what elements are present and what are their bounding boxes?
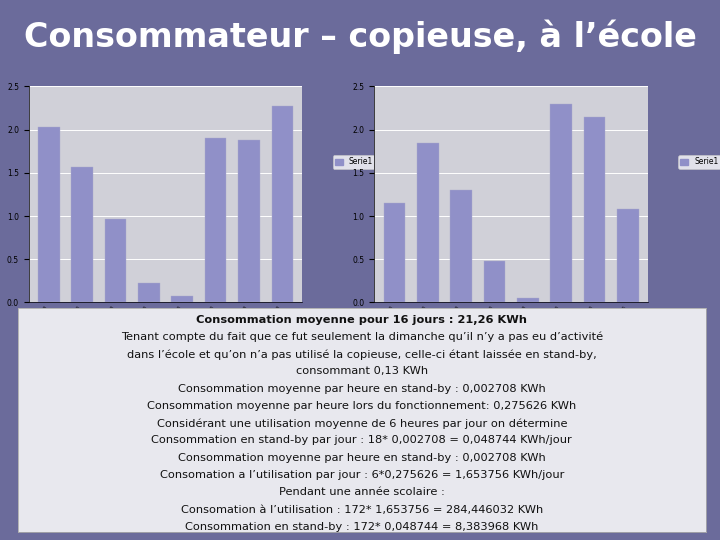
Bar [517,298,539,302]
Legend: Serie1: Serie1 [678,155,720,169]
Bar [484,261,505,302]
Text: 16.10.2008: 16.10.2008 [58,305,82,335]
Bar [450,190,472,302]
Bar [38,127,60,302]
Bar [238,140,260,302]
Text: 26.10.2008: 26.10.2008 [471,305,495,335]
Text: Consommation moyenne par heure en stand-by : 0,002708 KWh: Consommation moyenne par heure en stand-… [178,383,546,394]
Text: Consomation à l’utilisation : 172* 1,653756 = 284,446032 KWh: Consomation à l’utilisation : 172* 1,653… [181,504,543,515]
Bar [204,138,227,302]
Text: Consommation moyenne par heure lors du fonctionnement: 0,275626 KWh: Consommation moyenne par heure lors du f… [147,401,577,411]
Text: consommant 0,13 KWh: consommant 0,13 KWh [296,366,428,376]
Bar [71,167,93,302]
Text: Consommateur – copieuse, à l’école: Consommateur – copieuse, à l’école [24,19,696,53]
Text: 17.10.2008: 17.10.2008 [92,305,115,335]
Text: 15.10.2008: 15.10.2008 [25,305,49,335]
Bar [138,284,160,302]
Text: 24.10.2008: 24.10.2008 [404,305,428,335]
Text: Consommation moyenne pour 16 jours : 21,26 KWh: Consommation moyenne pour 16 jours : 21,… [197,314,527,325]
Bar [271,106,293,302]
Text: 19.10.2008: 19.10.2008 [158,305,182,335]
Bar [171,296,193,302]
Text: Pendant une année scolaire :: Pendant une année scolaire : [279,487,445,497]
Text: 21.10.2008: 21.10.2008 [225,305,249,335]
Text: 25.10.2008: 25.10.2008 [438,305,461,335]
Text: dans l’école et qu’on n’a pas utilisé la copieuse, celle-ci étant laissée en sta: dans l’école et qu’on n’a pas utilisé la… [127,349,597,360]
Text: 29.10.2008: 29.10.2008 [571,305,595,335]
Text: 22.10.2008: 22.10.2008 [258,305,282,335]
Bar [550,104,572,302]
Text: Consommation en stand-by par jour : 18* 0,002708 = 0,048744 KWh/jour: Consommation en stand-by par jour : 18* … [151,435,572,445]
Bar [417,143,438,302]
Text: 27.10.2008: 27.10.2008 [504,305,528,335]
Text: Consommation moyenne par heure en stand-by : 0,002708 KWh: Consommation moyenne par heure en stand-… [178,453,546,463]
Text: 23.10.2008: 23.10.2008 [371,305,395,335]
Bar [104,219,127,302]
Text: Consommation en stand-by : 172* 0,048744 = 8,383968 KWh: Consommation en stand-by : 172* 0,048744… [185,522,539,532]
Text: 18.10.2008: 18.10.2008 [125,305,149,335]
Bar [584,117,606,302]
Legend: Serie1: Serie1 [333,155,375,169]
Text: 30.10.2008: 30.10.2008 [604,305,628,335]
Bar [617,209,639,302]
Text: Considérant une utilisation moyenne de 6 heures par jour on détermine: Considérant une utilisation moyenne de 6… [156,418,567,429]
Text: Consomation a l’utilisation par jour : 6*0,275626 = 1,653756 KWh/jour: Consomation a l’utilisation par jour : 6… [160,470,564,480]
Text: 20.10.2008: 20.10.2008 [192,305,216,335]
Text: 28.10.2008: 28.10.2008 [538,305,562,335]
Bar [384,203,405,302]
Text: Tenant compte du fait que ce fut seulement la dimanche qu’il n’y a pas eu d’acti: Tenant compte du fait que ce fut seuleme… [121,332,603,342]
